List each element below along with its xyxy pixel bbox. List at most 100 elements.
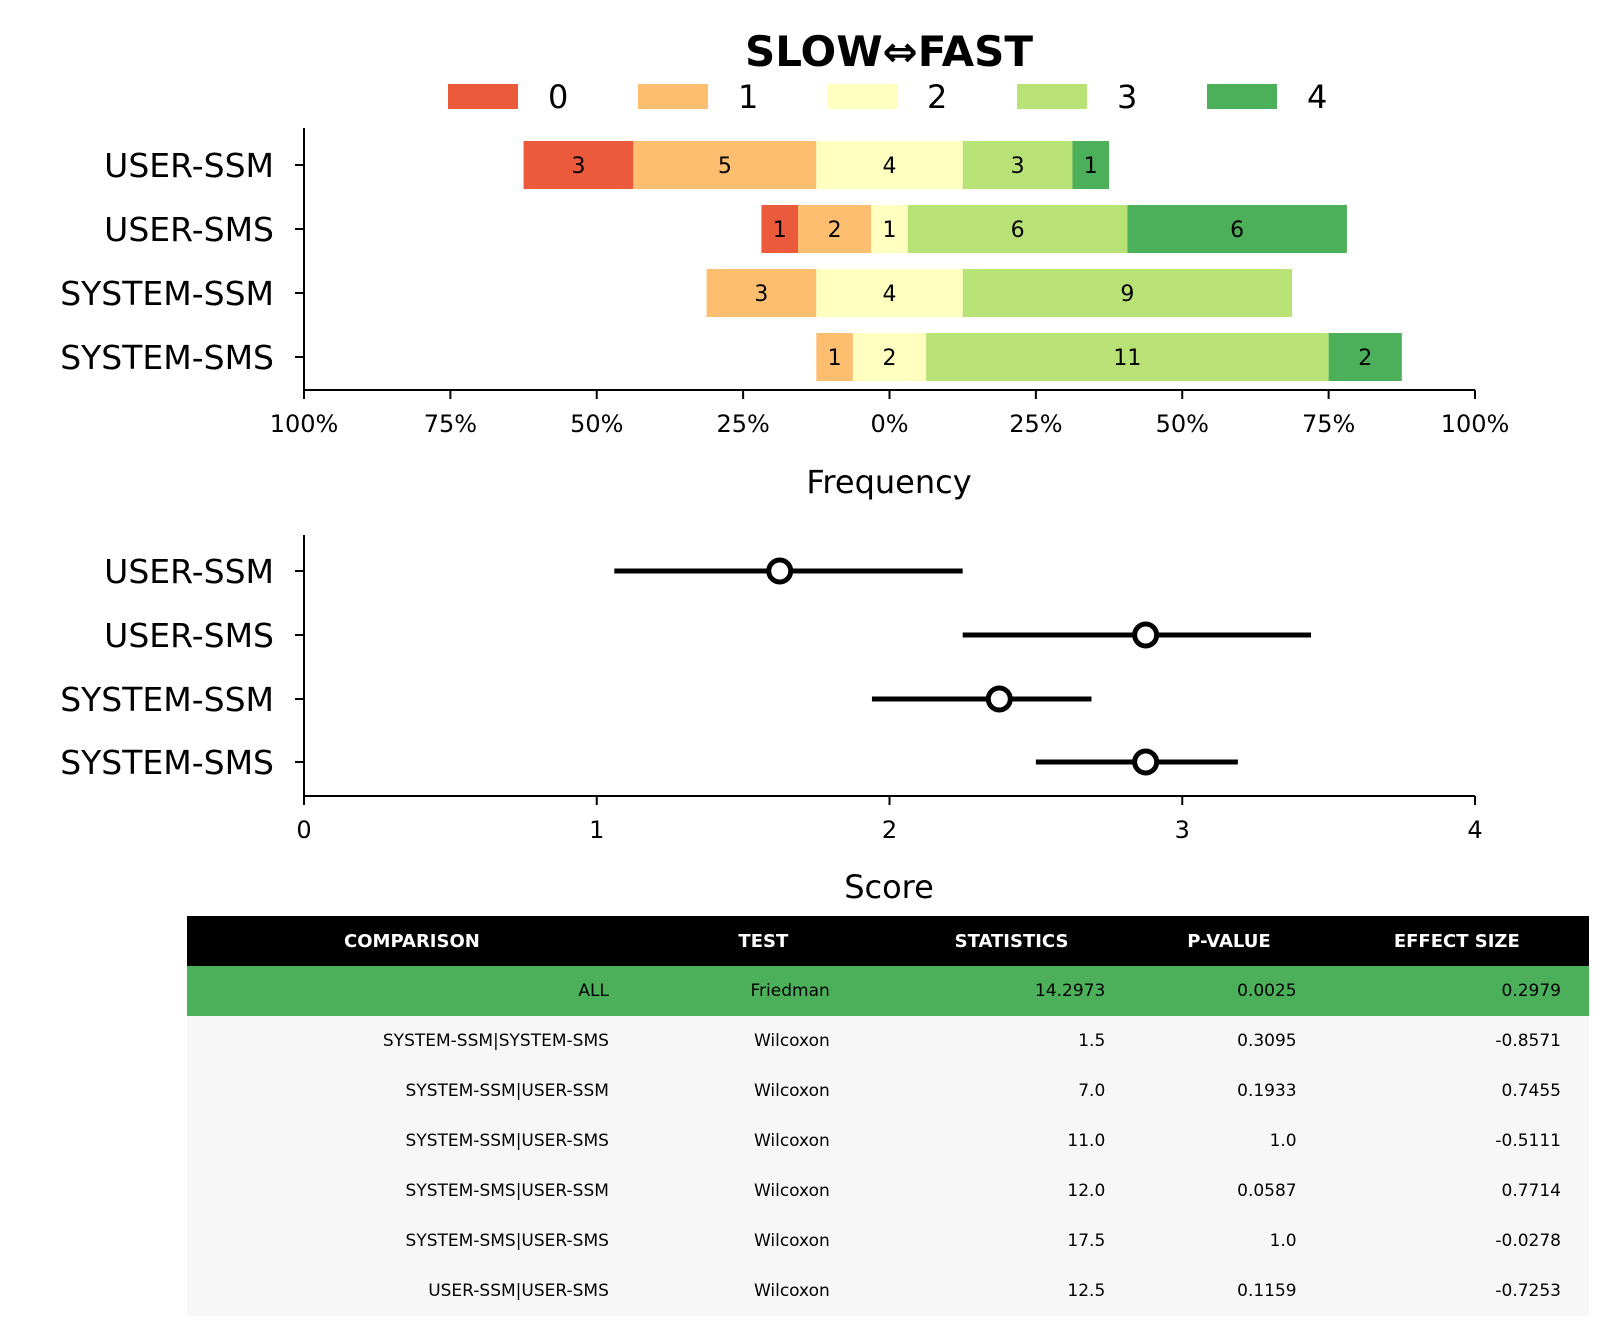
legend-label: 3 xyxy=(1117,78,1137,116)
likert-bar-label: 2 xyxy=(828,218,842,243)
table-cell: -0.0278 xyxy=(1324,1216,1589,1266)
likert-bar-segment xyxy=(816,333,853,381)
table-cell: Wilcoxon xyxy=(636,1066,890,1116)
table-body: ALL Friedman 14.2973 0.0025 0.2979 SYSTEM-SSM… xyxy=(187,966,1589,1316)
stats-table: COMPARISON TEST STATISTICS P-VALUE EFFECT SI… xyxy=(187,916,1589,1316)
score-x-tick-label: 0 xyxy=(296,816,311,844)
score-chart: 0 1 2 3 4 USER-SSM USER-SMS SYSTEM-SSM SYSTEM-SM… xyxy=(60,535,1483,844)
table-cell: SYSTEM-SSM|USER-SMS xyxy=(187,1116,637,1166)
likert-bar-label: 2 xyxy=(1358,346,1372,371)
table-row: USER-SSM|USER-SMS Wilcoxon 12.5 0.1159 -0.72… xyxy=(187,1266,1589,1316)
table-cell: SYSTEM-SMS|USER-SSM xyxy=(187,1166,637,1216)
table-cell: ALL xyxy=(187,966,637,1016)
likert-bar-label: 2 xyxy=(883,346,897,371)
likert-bar-label: 5 xyxy=(718,154,732,179)
score-mean-marker xyxy=(1132,621,1160,649)
likert-bar-label: 6 xyxy=(1230,218,1244,243)
table-cell: 12.0 xyxy=(889,1166,1134,1216)
likert-category-label: SYSTEM-SMS xyxy=(60,338,274,377)
table-cell: SYSTEM-SMS|USER-SMS xyxy=(187,1216,637,1266)
table-row: SYSTEM-SMS|USER-SMS Wilcoxon 17.5 1.0 -0.027… xyxy=(187,1216,1589,1266)
table-cell: 1.5 xyxy=(889,1016,1134,1066)
likert-x-tick-label: 100% xyxy=(270,410,339,438)
table-cell: 11.0 xyxy=(889,1116,1134,1166)
score-mean-marker xyxy=(766,557,794,585)
likert-bar-label: 4 xyxy=(883,282,897,307)
table-row: SYSTEM-SSM|USER-SSM Wilcoxon 7.0 0.1933 0.74… xyxy=(187,1066,1589,1116)
likert-bar-label: 11 xyxy=(1113,346,1141,371)
likert-x-tick-label: 25% xyxy=(716,410,769,438)
table-cell: -0.5111 xyxy=(1324,1116,1589,1166)
likert-chart-title: SLOW⇔FAST xyxy=(745,27,1033,76)
likert-category-label: USER-SMS xyxy=(104,210,274,249)
likert-bar-label: 3 xyxy=(571,154,585,179)
table-cell: Friedman xyxy=(636,966,890,1016)
table-cell: 0.2979 xyxy=(1324,966,1589,1016)
table-cell: -0.7253 xyxy=(1324,1266,1589,1316)
table-row: SYSTEM-SSM|SYSTEM-SMS Wilcoxon 1.5 0.3095 -0… xyxy=(187,1016,1589,1066)
likert-bar-segment xyxy=(798,205,872,253)
table-header-cell: P-VALUE xyxy=(1133,916,1325,966)
likert-bar-segment xyxy=(706,269,817,317)
table-header-cell: STATISTICS xyxy=(889,916,1134,966)
legend: 0 1 2 3 4 xyxy=(448,78,1327,116)
table-cell: 1.0 xyxy=(1133,1116,1325,1166)
table-cell: 0.1933 xyxy=(1133,1066,1325,1116)
likert-bar-segment xyxy=(1127,205,1347,253)
table-cell: 0.1159 xyxy=(1133,1266,1325,1316)
table-cell: 0.0587 xyxy=(1133,1166,1325,1216)
likert-x-tick-label: 50% xyxy=(570,410,623,438)
likert-bar-label: 3 xyxy=(1011,154,1025,179)
likert-bar-segment xyxy=(633,141,817,189)
score-x-tick-label: 3 xyxy=(1175,816,1190,844)
likert-bar-segment xyxy=(962,269,1293,317)
legend-label: 2 xyxy=(927,78,947,116)
table-cell: Wilcoxon xyxy=(636,1216,890,1266)
table-header-row: COMPARISON TEST STATISTICS P-VALUE EFFECT SI… xyxy=(187,916,1589,966)
table-cell: 7.0 xyxy=(889,1066,1134,1116)
table-header-cell: COMPARISON xyxy=(187,916,637,966)
likert-x-tick-label: 50% xyxy=(1156,410,1209,438)
table-cell: USER-SSM|USER-SMS xyxy=(187,1266,637,1316)
likert-category-label: USER-SSM xyxy=(104,146,274,185)
likert-bar-segment xyxy=(926,333,1329,381)
likert-bar-label: 6 xyxy=(1011,218,1025,243)
table-cell: Wilcoxon xyxy=(636,1116,890,1166)
score-x-tick-label: 1 xyxy=(589,816,604,844)
likert-bar-label: 4 xyxy=(883,154,897,179)
table-cell: 0.0025 xyxy=(1133,966,1325,1016)
likert-bar-label: 1 xyxy=(883,218,897,243)
likert-bar-segment xyxy=(962,141,1073,189)
legend-label: 1 xyxy=(738,78,758,116)
legend-label: 0 xyxy=(548,78,568,116)
score-x-tick-label: 2 xyxy=(882,816,897,844)
likert-category-label: SYSTEM-SSM xyxy=(60,274,274,313)
score-x-axis-label: Score xyxy=(844,868,934,906)
legend-swatch xyxy=(1207,84,1277,109)
table-cell: 1.0 xyxy=(1133,1216,1325,1266)
table-cell: SYSTEM-SSM|SYSTEM-SMS xyxy=(187,1016,637,1066)
likert-bar-label: 9 xyxy=(1120,282,1134,307)
table-cell: 0.7455 xyxy=(1324,1066,1589,1116)
table-cell: 14.2973 xyxy=(889,966,1134,1016)
likert-bar-segment xyxy=(761,205,799,253)
table-cell: SYSTEM-SSM|USER-SSM xyxy=(187,1066,637,1116)
table-header-cell: EFFECT SIZE xyxy=(1324,916,1589,966)
likert-bar-segment xyxy=(1072,141,1110,189)
likert-bar-segment xyxy=(816,269,963,317)
legend-swatch xyxy=(1017,84,1087,109)
score-category-label: SYSTEM-SSM xyxy=(60,680,274,719)
table-row: SYSTEM-SMS|USER-SSM Wilcoxon 12.0 0.0587 0.7… xyxy=(187,1166,1589,1216)
score-mean-marker xyxy=(985,685,1013,713)
likert-x-tick-label: 100% xyxy=(1441,410,1510,438)
likert-chart: 100% 75% 50% 25% 0% 25% 50% 75% 100% USER-SSM 3 5 4 3… xyxy=(60,128,1509,438)
likert-bar-label: 3 xyxy=(754,282,768,307)
score-mean-marker xyxy=(1132,748,1160,776)
legend-swatch xyxy=(638,84,708,109)
table-cell: 17.5 xyxy=(889,1216,1134,1266)
likert-x-tick-label: 75% xyxy=(1302,410,1355,438)
likert-x-axis-label: Frequency xyxy=(806,463,971,501)
score-category-label: USER-SSM xyxy=(104,552,274,591)
table-row: ALL Friedman 14.2973 0.0025 0.2979 xyxy=(187,966,1589,1016)
likert-x-tick-label: 75% xyxy=(424,410,477,438)
